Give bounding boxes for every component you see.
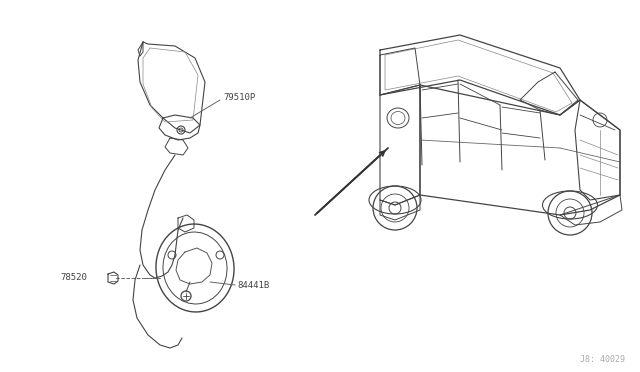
Text: J8: 40029: J8: 40029 bbox=[580, 355, 625, 364]
Text: 78520: 78520 bbox=[60, 273, 87, 282]
Text: 84441B: 84441B bbox=[237, 280, 269, 289]
Text: 79510P: 79510P bbox=[223, 93, 255, 103]
